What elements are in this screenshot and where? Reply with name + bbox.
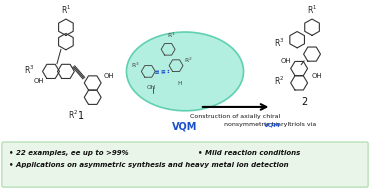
Text: R$^1$: R$^1$ (61, 3, 71, 16)
Text: OH: OH (312, 73, 323, 79)
Text: OH: OH (147, 85, 156, 90)
Text: VQM: VQM (265, 122, 281, 127)
Text: R$^2$: R$^2$ (184, 56, 193, 65)
Text: R$^3$: R$^3$ (131, 61, 139, 70)
Ellipse shape (127, 32, 243, 111)
Text: Construction of axially chiral: Construction of axially chiral (191, 114, 281, 119)
Text: R$^2$: R$^2$ (274, 75, 284, 87)
Text: R$^2$: R$^2$ (68, 109, 78, 121)
Text: 1: 1 (78, 111, 84, 121)
Text: nonsymmetric biaryltriols via: nonsymmetric biaryltriols via (224, 122, 318, 127)
Text: R$^3$: R$^3$ (274, 36, 284, 49)
Text: • Mild reaction conditions: • Mild reaction conditions (198, 150, 300, 156)
Text: R$^1$: R$^1$ (307, 3, 317, 16)
Text: OH: OH (33, 78, 44, 84)
Text: R$^1$: R$^1$ (167, 30, 175, 40)
Text: R$^3$: R$^3$ (24, 63, 34, 76)
Text: VQM: VQM (172, 121, 198, 131)
Text: OH: OH (280, 58, 291, 64)
Text: 2: 2 (301, 97, 307, 107)
Text: • Applications on asymmetric synthesis and heavy metal ion detection: • Applications on asymmetric synthesis a… (9, 162, 289, 168)
Text: OH: OH (104, 73, 114, 79)
Text: • 22 examples, ee up to >99%: • 22 examples, ee up to >99% (9, 150, 129, 156)
FancyBboxPatch shape (2, 142, 368, 187)
Text: H: H (178, 81, 182, 86)
